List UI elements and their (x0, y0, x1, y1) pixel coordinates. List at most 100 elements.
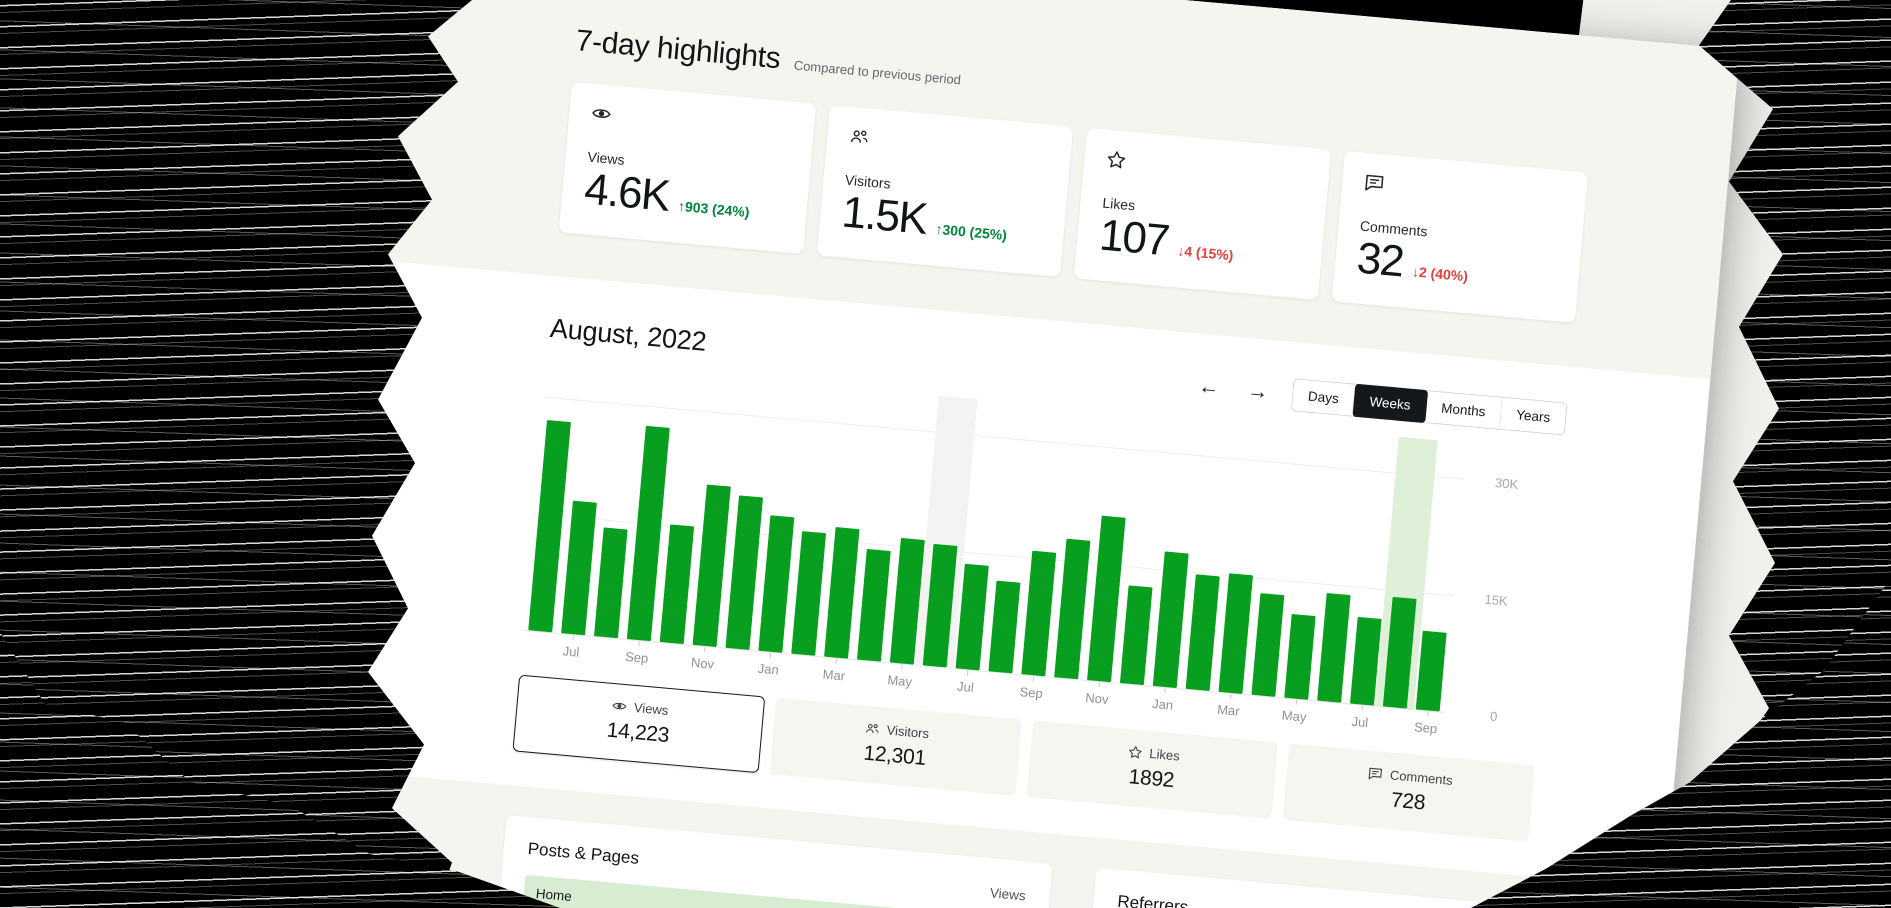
stat-card-comments: Comments32↓2 (40%) (1331, 151, 1588, 323)
x-axis-tick (1295, 700, 1296, 705)
views-column-header: Views (989, 885, 1026, 903)
x-axis-label: Mar (822, 667, 846, 684)
x-axis-label: Jul (562, 644, 580, 660)
stat-value: 4.6K (583, 167, 671, 221)
posts-pages-title: Posts & Pages (527, 839, 640, 869)
stat-delta: ↑903 (24%) (677, 198, 750, 220)
stat-delta: ↓4 (15%) (1177, 243, 1234, 264)
x-axis-tick (572, 635, 573, 640)
x-axis-label: Sep (625, 649, 649, 666)
x-axis-tick (638, 641, 639, 646)
x-axis-tick (1361, 706, 1362, 711)
summary-tab-likes[interactable]: Likes1892 (1026, 721, 1279, 820)
x-axis-tick (1032, 676, 1033, 681)
x-axis-tick (1098, 682, 1099, 687)
x-axis-cell: Nov (685, 646, 720, 675)
tab-label: Views (633, 700, 669, 718)
x-axis-cell (1310, 701, 1345, 730)
referrers-title: Referrers (1117, 892, 1189, 908)
y-axis-label: 0 (1490, 709, 1499, 725)
granularity-option-months[interactable]: Months (1424, 391, 1502, 429)
x-axis-cell: Jul (948, 669, 983, 698)
bar-chart: 30K15K0 JulSepNovJanMarMayJulSepNovJanMa… (521, 375, 1466, 739)
summary-tab-comments[interactable]: Comments728 (1283, 743, 1536, 842)
x-axis-cell (1244, 695, 1279, 724)
x-axis-label: Jan (1152, 696, 1174, 713)
summary-tab-views[interactable]: Views14,223 (512, 675, 765, 774)
x-axis-tick (704, 647, 705, 652)
x-axis-tick (966, 671, 967, 676)
x-axis-cell: Jul (1343, 704, 1378, 733)
x-axis-cell: Sep (1408, 710, 1443, 739)
stat-delta: ↑300 (25%) (935, 221, 1008, 243)
x-axis-cell: Sep (619, 640, 654, 669)
x-axis-label: Jan (757, 661, 779, 678)
page-title: 7-day highlights (574, 24, 782, 76)
x-axis-cell: Sep (1014, 675, 1049, 704)
star-icon (1106, 150, 1128, 170)
x-axis-cell (587, 637, 622, 666)
x-axis-cell (784, 654, 819, 683)
x-axis-cell: May (1277, 698, 1312, 727)
chart-bar[interactable] (988, 580, 1020, 673)
chart-bar[interactable] (856, 549, 890, 662)
x-axis-tick (901, 665, 902, 670)
period-controls: ← → DaysWeeksMonthsYears (1193, 370, 1568, 436)
x-axis-label: May (887, 673, 913, 690)
tab-label: Visitors (886, 723, 930, 742)
chart-bar[interactable] (593, 527, 627, 638)
star-icon (1127, 745, 1143, 759)
x-axis-cell (521, 631, 556, 660)
tab-label: Likes (1149, 746, 1181, 764)
x-axis-label: Sep (1413, 720, 1437, 737)
people-icon (848, 127, 870, 147)
summary-tab-visitors[interactable]: Visitors12,301 (769, 698, 1022, 797)
chart-bar[interactable] (1119, 586, 1152, 685)
x-axis-cell (718, 649, 753, 678)
granularity-toggle: DaysWeeksMonthsYears (1291, 378, 1568, 435)
chart-bar[interactable] (955, 564, 988, 670)
granularity-option-years[interactable]: Years (1499, 398, 1567, 435)
people-icon (864, 722, 880, 736)
x-axis-cell (652, 643, 687, 672)
stat-value: 1.5K (840, 190, 928, 244)
chart-bar[interactable] (1284, 614, 1315, 700)
eye-icon (591, 104, 613, 124)
x-axis-cell: Jan (1145, 687, 1180, 716)
granularity-option-days[interactable]: Days (1292, 379, 1355, 415)
prev-period-button[interactable]: ← (1193, 374, 1224, 401)
x-axis-cell: May (882, 663, 917, 692)
stat-card-visitors: Visitors1.5K↑300 (25%) (816, 105, 1073, 277)
x-axis-tick (1164, 688, 1165, 693)
x-axis-label: Jul (1351, 714, 1369, 730)
x-axis-cell: Mar (817, 657, 852, 686)
stat-value: 107 (1098, 212, 1171, 264)
stat-delta: ↓2 (40%) (1411, 264, 1468, 285)
chart-bar[interactable] (1415, 631, 1446, 712)
granularity-option-weeks[interactable]: Weeks (1351, 384, 1428, 423)
x-axis-label: May (1281, 708, 1307, 725)
dashboard-sheet: 7-day highlights Compared to previous pe… (267, 0, 1740, 908)
x-axis-tick (835, 659, 836, 664)
stat-card-likes: Likes107↓4 (15%) (1074, 128, 1331, 300)
x-axis-cell: Mar (1211, 693, 1246, 722)
x-axis-tick (1427, 712, 1428, 717)
y-axis-label: 30K (1494, 476, 1518, 493)
arrow-left-icon: ← (1197, 375, 1220, 400)
x-axis-label: Nov (1085, 690, 1109, 707)
x-axis-cell (915, 666, 950, 695)
next-period-button[interactable]: → (1242, 378, 1273, 405)
x-axis-cell (850, 660, 885, 689)
screenshot-frame: 7-day highlights Compared to previous pe… (0, 0, 1891, 908)
post-row-label: Home (535, 886, 572, 904)
arrow-right-icon: → (1246, 379, 1269, 404)
x-axis-cell (1178, 690, 1213, 719)
chart-bar[interactable] (1251, 593, 1284, 697)
comment-icon (1363, 173, 1385, 193)
chart-bar[interactable] (1317, 593, 1350, 703)
y-axis-label: 15K (1484, 591, 1508, 608)
stat-card-views: Views4.6K↑903 (24%) (559, 82, 816, 254)
x-axis-label: Nov (690, 655, 714, 672)
stat-value: 32 (1355, 235, 1405, 285)
x-axis-tick (769, 653, 770, 658)
